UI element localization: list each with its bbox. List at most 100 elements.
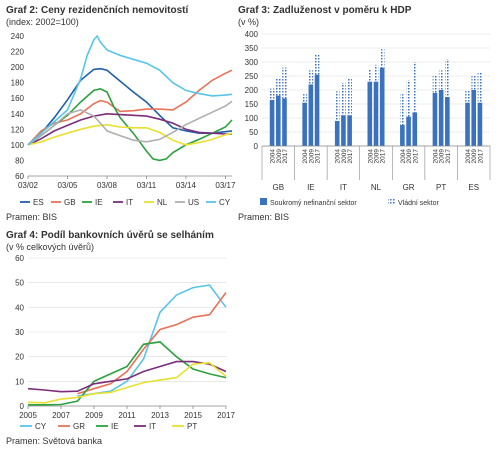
graf3-year-label: 2017 [315,149,322,164]
graf2-legend-label-us: US [188,198,199,207]
graf3-ytick-label: 350 [245,44,259,53]
graf3-ytick-label: 400 [245,30,259,39]
graf2-legend-label-gb: GB [64,198,76,207]
graf2-legend-label-it: IT [126,198,133,207]
graf2-legend-label-cy: CY [219,198,231,207]
graf4-xtick-label: 2011 [118,411,136,420]
graf2-series-ie [27,88,233,162]
graf4-xtick-label: 2017 [217,411,235,420]
graf4-ytick-label: 0 [20,402,25,411]
graf3-bar-government [412,62,418,113]
graf4-series-it [27,360,227,393]
graf2-subtitle: (index: 2002=100) [6,17,79,27]
graf3-year-label: 2009 [406,149,413,164]
graf3-bar-government [400,94,405,125]
graf3-bar-private [432,92,438,146]
graf3-country-label: GB [273,183,285,192]
graf4-title: Graf 4: Podíl bankovních úvěrů se selhán… [6,230,214,241]
graf3-bar-private [341,115,346,146]
graf3-bar-private [465,102,470,146]
graf3-country-label: GR [403,183,415,192]
graf2-xtick-label: 03/08 [97,181,118,190]
graf3-legend-label-private: Soukromý nefinanční sektor [270,200,357,207]
graf3-bar-government [282,67,287,99]
graf4-series-pt [27,361,227,404]
graf3-year-label: 2004 [335,149,342,164]
graf3-year-label: 2004 [432,149,439,164]
graf2-series-cy [27,34,233,146]
graf2-chart: 60 80 100 120 140 160 180 200 220 240 03/02 03/05 03… [11,32,236,207]
graf4-chart: 0 10 20 30 40 50 60 2005 2007 2009 2011 2013 2015 201… [15,254,235,431]
graf3-country-label: NL [371,183,382,192]
graf3-bar-government [269,88,275,100]
graf3-legend-label-government: Vládní sektor [398,200,440,207]
graf3-bar-private [314,74,320,146]
graf3-bar-government [477,71,483,103]
graf2-series-gb [27,69,233,146]
graf3-bar-government [373,64,379,82]
graf3-bar-private [334,120,340,146]
graf3-year-label: 2017 [412,149,419,164]
graf2-series-es [27,67,233,146]
graf3-bar-private [412,112,418,146]
graf4-ytick-label: 10 [15,377,24,386]
graf2-ytick-label: 100 [11,141,25,150]
graf3-panel: Graf 3: Zadluženost v poměru k HDP (v %)… [238,0,500,225]
graf2-ytick-label: 220 [11,48,25,57]
graf3-bar-private [282,98,287,146]
graf4-xtick-label: 2015 [184,411,202,420]
graf3-year-label: 2017 [445,149,452,164]
graf2-ytick-label: 80 [15,156,24,165]
graf2-ytick-label: 140 [11,110,25,119]
graf3-bar-government [438,70,444,90]
graf3-country-label: IT [340,183,347,192]
graf2-ytick-label: 60 [15,172,24,181]
graf3-country-label: IE [307,183,315,192]
graf4-legend-label-ie: IE [111,422,119,431]
graf4-legend-label-it: IT [149,422,156,431]
graf3-ytick-label: 150 [245,100,259,109]
graf2-panel: Graf 2: Ceny rezidenčních nemovitostí (i… [0,0,240,225]
graf4-ytick-label: 50 [15,279,24,288]
graf3-year-label: 2017 [347,149,354,164]
graf2-ytick-label: 120 [11,125,25,134]
graf2-xtick-label: 03/05 [57,181,78,190]
graf2-legend-label-ie: IE [95,198,103,207]
graf3-bar-government [275,77,281,96]
graf3-year-label: 2009 [341,149,348,164]
graf3-bar-private [406,116,411,146]
graf3-ytick-label: 250 [245,72,259,81]
graf3-bar-government [406,80,411,117]
graf3-bar-private [302,102,307,146]
graf3-bar-private [373,81,379,146]
graf4-ytick-label: 40 [15,303,24,312]
graf3-bar-government [445,59,450,97]
graf3-bar-government [341,83,346,116]
graf2-xtick-label: 03/02 [18,181,39,190]
graf3-bar-government [308,70,314,85]
graf4-legend-label-gr: GR [73,422,85,431]
graf3-bar-government [334,91,340,121]
graf3-bar-government [471,74,477,90]
graf3-bar-private [269,99,275,146]
graf3-bar-private [308,84,314,146]
graf3-year-label: 2004 [302,149,309,164]
graf3-ytick-label: 300 [245,58,259,67]
graf3-bar-government [379,49,385,68]
graf4-panel: Graf 4: Podíl bankovních úvěrů se selhán… [0,228,240,450]
graf3-bar-government [347,77,352,116]
graf3-country-label: ES [468,183,479,192]
graf3-ytick-label: 0 [254,142,259,151]
graf2-ytick-label: 180 [11,79,25,88]
graf2-xtick-label: 03/17 [215,181,236,190]
graf4-xtick-label: 2007 [52,411,70,420]
graf3-ytick-label: 100 [245,114,259,123]
graf2-title: Graf 2: Ceny rezidenčních nemovitostí [6,5,189,16]
graf3-year-label: 2009 [374,149,381,164]
graf2-ytick-label: 160 [11,94,25,103]
graf4-source: Pramen: Světová banka [6,436,103,446]
graf4-ytick-label: 20 [15,353,24,362]
graf3-year-label: 2009 [308,149,315,164]
graf3-year-label: 2004 [465,149,472,164]
